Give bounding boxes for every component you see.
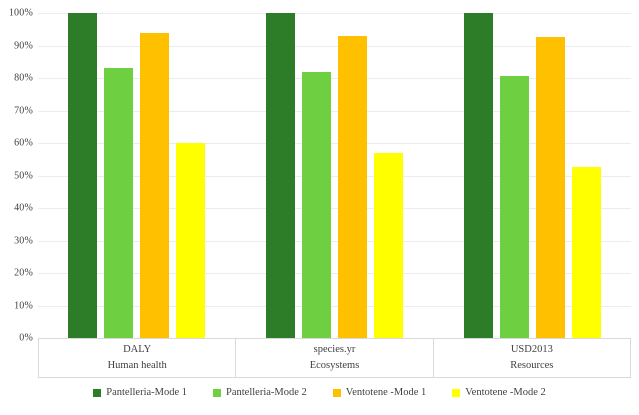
bar-pantelleria-mode-1-usd2013 [463, 13, 493, 338]
gridline-40 [38, 208, 631, 209]
bar-pantelleria-mode-2-usd2013 [499, 76, 529, 338]
legend-swatch-icon [452, 388, 461, 397]
gridline-10 [38, 305, 631, 307]
category-axis-band: DALY Human health species.yr Ecosystems USD2… [38, 338, 631, 378]
bar-pantelleria-mode-2-daly [104, 68, 134, 338]
category-metric-label: species.yr [313, 344, 356, 355]
bar-groups [38, 13, 631, 338]
category-cell-ecosystems: species.yr Ecosystems [236, 339, 434, 377]
bar-group-daly [38, 13, 236, 338]
ytick-label-0: 0% [19, 332, 33, 344]
category-metric-label: USD2013 [510, 344, 553, 355]
category-metric-label: DALY [123, 344, 152, 355]
category-cell-resources: USD2013 Resources [434, 339, 630, 377]
category-cell-human-health: DALY Human health [39, 339, 237, 377]
gridline-100 [38, 13, 631, 14]
ytick-label-70: 70% [14, 105, 33, 116]
ytick-label-50: 50% [14, 170, 33, 181]
bar-ventotene-mode-1-usd2013 [535, 37, 565, 338]
legend-label: Pantelleria-Mode 2 [226, 387, 307, 398]
ytick-label-20: 20% [14, 267, 33, 279]
legend-label: Ventotene -Mode 2 [465, 387, 546, 398]
legend-item-ventotene-mode-1: Ventotene -Mode 1 [332, 387, 427, 398]
legend-item-pantelleria-mode-2: Pantelleria-Mode 2 [213, 387, 307, 398]
legend: Pantelleria-Mode 1 Pantelleria-Mode 2 Vent… [0, 387, 639, 398]
legend-swatch-icon [93, 388, 102, 397]
gridline-30 [38, 240, 631, 242]
ytick-label-30: 30% [14, 235, 33, 246]
ytick-label-100: 100% [8, 7, 33, 19]
ytick-label-80: 80% [14, 72, 33, 84]
bar-pantelleria-mode-2-species-yr [302, 71, 331, 338]
gridline-20 [38, 273, 631, 274]
plot-area [38, 13, 631, 338]
bar-group-usd2013 [433, 13, 631, 338]
bar-ventotene-mode-2-species-yr [374, 152, 403, 338]
ytick-label-60: 60% [14, 137, 33, 149]
ytick-label-10: 10% [14, 300, 33, 311]
category-group-label: Ecosystems [309, 359, 360, 371]
bar-ventotene-mode-1-species-yr [338, 35, 367, 338]
gridline-50 [38, 175, 631, 177]
legend-swatch-icon [213, 388, 222, 397]
bar-pantelleria-mode-1-daly [68, 13, 98, 338]
legend-label: Ventotene -Mode 1 [345, 387, 427, 398]
gridline-60 [38, 143, 631, 144]
category-group-label: Human health [107, 359, 167, 371]
bar-group-species-yr [236, 13, 434, 338]
legend-swatch-icon [332, 388, 341, 397]
bar-ventotene-mode-1-daly [140, 32, 170, 338]
ytick-label-40: 40% [14, 202, 33, 214]
y-axis: 0% 10% 20% 30% 40% 50% 60% 70% 80% 90% 100% [0, 8, 33, 344]
bar-ventotene-mode-2-daly [176, 143, 206, 338]
bar-pantelleria-mode-1-species-yr [266, 13, 295, 338]
gridline-90 [38, 45, 631, 47]
ytick-label-90: 90% [14, 40, 33, 51]
bar-ventotene-mode-2-usd2013 [571, 167, 601, 338]
legend-label: Pantelleria-Mode 1 [106, 387, 188, 398]
gridline-80 [38, 78, 631, 79]
legend-item-ventotene-mode-2: Ventotene -Mode 2 [452, 387, 546, 398]
gridline-70 [38, 110, 631, 112]
category-group-label: Resources [510, 359, 554, 371]
legend-item-pantelleria-mode-1: Pantelleria-Mode 1 [93, 387, 187, 398]
